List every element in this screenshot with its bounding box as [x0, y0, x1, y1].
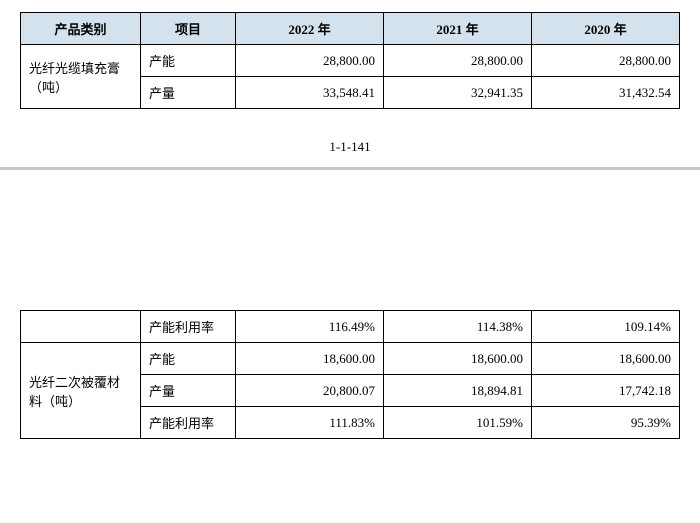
value-cell: 17,742.18	[532, 375, 680, 407]
item-cell: 产能利用率	[141, 407, 236, 439]
item-cell: 产能利用率	[141, 311, 236, 343]
value-cell: 18,600.00	[532, 343, 680, 375]
header-category: 产品类别	[21, 13, 141, 45]
value-cell: 101.59%	[384, 407, 532, 439]
item-cell: 产量	[141, 375, 236, 407]
value-cell: 114.38%	[384, 311, 532, 343]
table-row: 产能利用率 116.49% 114.38% 109.14%	[21, 311, 680, 343]
value-cell: 109.14%	[532, 311, 680, 343]
value-cell: 28,800.00	[236, 45, 384, 77]
item-cell: 产能	[141, 343, 236, 375]
item-cell: 产能	[141, 45, 236, 77]
table-row: 光纤光缆填充膏（吨） 产能 28,800.00 28,800.00 28,800…	[21, 45, 680, 77]
value-cell: 18,600.00	[384, 343, 532, 375]
category-cell: 光纤二次被覆材料（吨）	[21, 343, 141, 439]
value-cell: 28,800.00	[532, 45, 680, 77]
header-2021: 2021 年	[384, 13, 532, 45]
value-cell: 28,800.00	[384, 45, 532, 77]
category-cell-empty	[21, 311, 141, 343]
item-cell: 产量	[141, 77, 236, 109]
value-cell: 32,941.35	[384, 77, 532, 109]
table-capacity-2: 产能利用率 116.49% 114.38% 109.14% 光纤二次被覆材料（吨…	[20, 310, 680, 439]
header-item: 项目	[141, 13, 236, 45]
value-cell: 111.83%	[236, 407, 384, 439]
value-cell: 18,600.00	[236, 343, 384, 375]
value-cell: 95.39%	[532, 407, 680, 439]
value-cell: 31,432.54	[532, 77, 680, 109]
value-cell: 20,800.07	[236, 375, 384, 407]
table-row: 光纤二次被覆材料（吨） 产能 18,600.00 18,600.00 18,60…	[21, 343, 680, 375]
value-cell: 33,548.41	[236, 77, 384, 109]
value-cell: 18,894.81	[384, 375, 532, 407]
value-cell: 116.49%	[236, 311, 384, 343]
table-capacity-1: 产品类别 项目 2022 年 2021 年 2020 年 光纤光缆填充膏（吨） …	[20, 12, 680, 109]
category-cell: 光纤光缆填充膏（吨）	[21, 45, 141, 109]
header-2022: 2022 年	[236, 13, 384, 45]
page-number: 1-1-141	[20, 139, 680, 155]
table-header-row: 产品类别 项目 2022 年 2021 年 2020 年	[21, 13, 680, 45]
header-2020: 2020 年	[532, 13, 680, 45]
